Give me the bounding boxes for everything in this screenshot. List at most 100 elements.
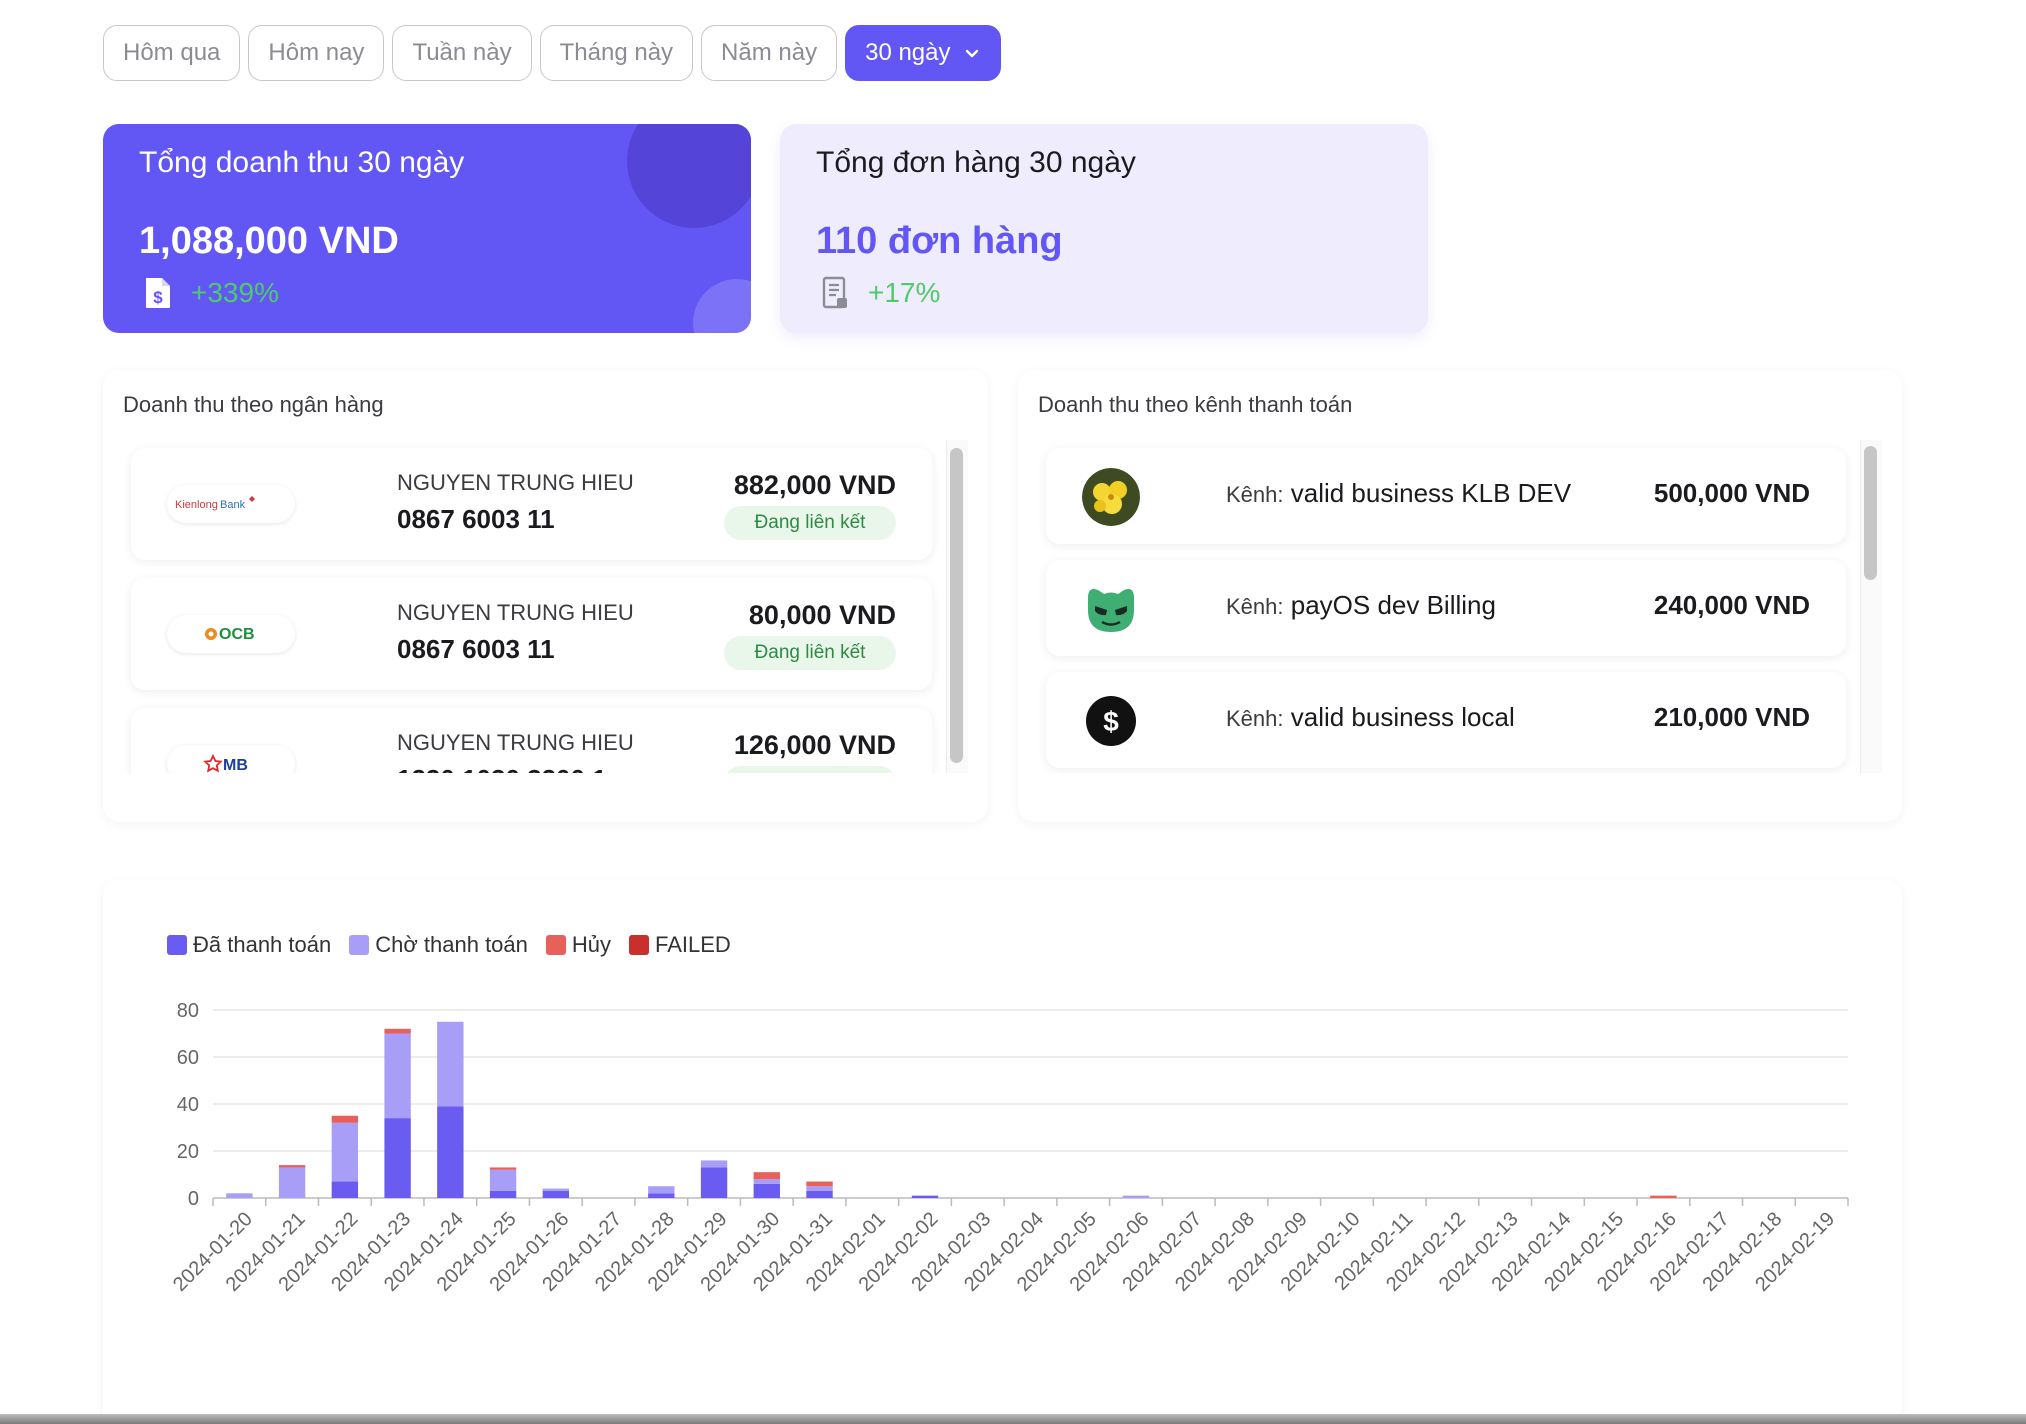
- linked-status-badge: Đang liên kết: [724, 506, 896, 540]
- card-decoration: [693, 279, 751, 333]
- kienlongbank-logo: Kienlong Bank: [167, 485, 295, 523]
- channel-list[interactable]: Kênh: valid business KLB DEV 500,000 VND…: [1038, 440, 1882, 773]
- filter-label: Hôm qua: [123, 39, 221, 66]
- chevron-down-icon: [965, 49, 978, 58]
- svg-text:$: $: [1103, 706, 1119, 737]
- svg-text:Bank: Bank: [220, 499, 246, 511]
- linked-status-badge: Đang liên kết: [724, 766, 896, 773]
- filter-this-year[interactable]: Năm này: [701, 25, 838, 81]
- bar-segment: [1650, 1195, 1677, 1198]
- mb-logo: MB: [167, 745, 295, 773]
- bar-segment: [331, 1122, 359, 1182]
- legend-label: Chờ thanh toán: [375, 932, 528, 957]
- bar-segment: [911, 1195, 939, 1198]
- y-tick-label: 20: [177, 1141, 199, 1163]
- mb-logo-icon: MB: [203, 753, 248, 773]
- svg-text:MB: MB: [223, 757, 248, 773]
- bar-segment: [806, 1190, 833, 1198]
- linked-status-badge: Đang liên kết: [724, 636, 896, 670]
- channel-name-value: valid business KLB DEV: [1290, 478, 1572, 508]
- filter-today[interactable]: Hôm nay: [248, 25, 385, 81]
- account-holder: NGUYEN TRUNG HIEU: [397, 730, 634, 755]
- chart-legend: Đã thanh toán Chờ thanh toán Hủy FAILED: [167, 932, 731, 958]
- filter-label: Năm này: [721, 39, 818, 66]
- bar-segment: [648, 1193, 675, 1198]
- filter-label: Tháng này: [559, 39, 674, 66]
- green-mask-avatar-icon: [1088, 589, 1134, 632]
- filter-yesterday[interactable]: Hôm qua: [103, 25, 241, 81]
- dollar-circle-icon: $: [1086, 696, 1136, 746]
- legend-swatch: [167, 935, 187, 955]
- channel-name-value: payOS dev Billing: [1290, 590, 1496, 620]
- ocb-logo-icon: OCB: [205, 626, 255, 643]
- channel-revenue-panel: Doanh thu theo kênh thanh toán Kênh: val…: [1018, 370, 1902, 822]
- card-meta: +17%: [820, 276, 940, 310]
- stacked-bar-chart: 0204060802024-01-202024-01-212024-01-222…: [169, 1000, 1849, 1296]
- bar-segment: [1122, 1195, 1150, 1198]
- channel-label-prefix: Kênh:: [1226, 706, 1284, 731]
- legend-item-pending[interactable]: Chờ thanh toán: [349, 932, 528, 958]
- bar-segment: [489, 1169, 517, 1191]
- orders-growth: +17%: [868, 277, 941, 308]
- scrollbar-thumb[interactable]: [1864, 446, 1877, 580]
- bar-segment: [753, 1183, 780, 1198]
- legend-item-paid[interactable]: Đã thanh toán: [167, 932, 331, 958]
- bar-segment: [700, 1160, 728, 1168]
- bar-segment: [542, 1190, 570, 1198]
- legend-swatch: [349, 935, 370, 955]
- account-number: 0867 6003 11: [397, 634, 555, 664]
- channel-name: Kênh: valid business KLB DEV: [1226, 478, 1571, 509]
- revenue-growth: +339%: [191, 277, 279, 308]
- filter-label: Tuần này: [412, 39, 512, 66]
- scrollbar-thumb[interactable]: [950, 448, 963, 763]
- bar-segment: [753, 1172, 780, 1180]
- kienlongbank-logo-icon: Kienlong Bank: [175, 496, 255, 511]
- scrollbar[interactable]: [946, 440, 968, 773]
- revenue-summary-card: Tổng doanh thu 30 ngày 1,088,000 VND $ +…: [103, 124, 751, 333]
- channel-name-value: valid business local: [1290, 702, 1515, 732]
- filter-30-days-dropdown[interactable]: 30 ngày: [845, 25, 1001, 81]
- screen-bottom-edge: [0, 1414, 2026, 1424]
- account-holder: NGUYEN TRUNG HIEU: [397, 600, 634, 625]
- bar-segment: [753, 1179, 780, 1184]
- filter-this-month[interactable]: Tháng này: [539, 25, 694, 81]
- scrollbar[interactable]: [1860, 440, 1882, 773]
- bar-segment: [806, 1181, 833, 1187]
- bar-segment: [437, 1021, 464, 1107]
- card-meta: $ +339%: [143, 276, 279, 310]
- flower-avatar-icon: [1082, 468, 1140, 526]
- bar-segment: [331, 1115, 359, 1123]
- y-tick-label: 80: [177, 1000, 199, 1022]
- bar-segment: [806, 1186, 833, 1191]
- bank-row[interactable]: Kienlong Bank NGUYEN TRUNG HIEU 0867 600…: [131, 448, 932, 560]
- receipt-icon: [822, 276, 847, 309]
- filter-this-week[interactable]: Tuần này: [392, 25, 532, 81]
- orders-chart-panel: Đã thanh toán Chờ thanh toán Hủy FAILED …: [103, 880, 1902, 1424]
- y-tick-label: 40: [177, 1094, 199, 1116]
- svg-text:Kienlong: Kienlong: [175, 499, 218, 511]
- bar-segment: [278, 1167, 306, 1198]
- bank-row[interactable]: MB NGUYEN TRUNG HIEU 1230 1030 3200 1 12…: [131, 708, 932, 773]
- bar-segment: [331, 1181, 359, 1198]
- channel-name: Kênh: payOS dev Billing: [1226, 590, 1496, 621]
- panel-title: Doanh thu theo ngân hàng: [123, 392, 384, 417]
- channel-amount: 240,000 VND: [1653, 590, 1810, 620]
- channel-row[interactable]: Kênh: payOS dev Billing 240,000 VND: [1046, 560, 1846, 656]
- bar-segment: [700, 1167, 728, 1198]
- bank-row[interactable]: OCB NGUYEN TRUNG HIEU 0867 6003 11 80,00…: [131, 578, 932, 690]
- channel-row[interactable]: $ Kênh: valid business local 210,000 VND: [1046, 672, 1846, 768]
- bar-segment: [384, 1028, 411, 1034]
- bank-amount: 80,000 VND: [748, 600, 896, 630]
- legend-item-failed[interactable]: FAILED: [629, 932, 731, 958]
- filter-label: 30 ngày: [865, 39, 951, 66]
- legend-swatch: [545, 935, 566, 955]
- bank-revenue-panel: Doanh thu theo ngân hàng Kienlong Bank N…: [103, 370, 988, 822]
- channel-row[interactable]: Kênh: valid business KLB DEV 500,000 VND: [1046, 448, 1846, 544]
- y-tick-label: 60: [177, 1047, 199, 1069]
- bank-list[interactable]: Kienlong Bank NGUYEN TRUNG HIEU 0867 600…: [123, 440, 968, 773]
- bar-segment: [437, 1106, 464, 1198]
- ocb-logo: OCB: [167, 615, 295, 653]
- bar-segment: [384, 1033, 411, 1119]
- bar-segment: [489, 1167, 517, 1170]
- legend-item-cancelled[interactable]: Hủy: [545, 932, 611, 958]
